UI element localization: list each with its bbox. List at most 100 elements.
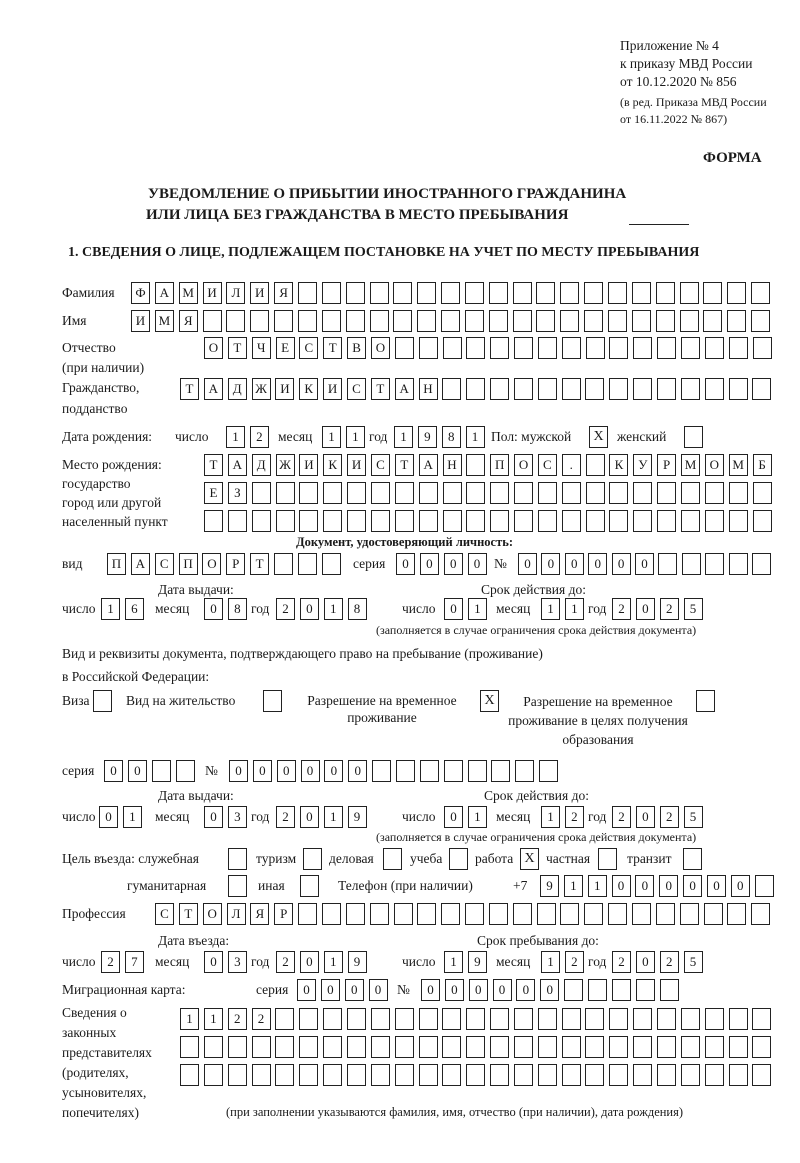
char-cell[interactable]: [561, 378, 581, 400]
char-cell[interactable]: [464, 310, 484, 332]
char-cell[interactable]: [728, 553, 748, 575]
char-cell[interactable]: М: [681, 454, 700, 476]
char-cell[interactable]: [370, 482, 390, 504]
char-cell[interactable]: Е: [275, 337, 295, 359]
char-cell[interactable]: [393, 282, 413, 304]
char-cell[interactable]: [704, 510, 724, 532]
char-cell[interactable]: Р: [226, 553, 246, 575]
char-cell[interactable]: 0: [444, 806, 463, 828]
purpose-work-checkbox[interactable]: X: [520, 848, 539, 870]
char-cell[interactable]: 1: [444, 951, 463, 973]
char-cell[interactable]: Ж: [275, 454, 295, 476]
char-cell[interactable]: [633, 510, 653, 532]
char-cell[interactable]: [752, 1008, 772, 1030]
char-cell[interactable]: [635, 979, 655, 1001]
char-cell[interactable]: Р: [657, 454, 677, 476]
char-cell[interactable]: [488, 282, 508, 304]
char-cell[interactable]: 0: [518, 553, 537, 575]
char-cell[interactable]: О: [370, 337, 390, 359]
char-cell[interactable]: [227, 1036, 247, 1058]
char-cell[interactable]: 0: [492, 979, 512, 1001]
char-cell[interactable]: [680, 378, 700, 400]
char-cell[interactable]: [537, 1008, 557, 1030]
char-cell[interactable]: [175, 760, 195, 782]
char-cell[interactable]: [513, 1036, 533, 1058]
char-cell[interactable]: [442, 510, 462, 532]
char-cell[interactable]: [297, 310, 317, 332]
char-cell[interactable]: [275, 1064, 295, 1086]
char-cell[interactable]: [681, 482, 700, 504]
char-cell[interactable]: [299, 1064, 319, 1086]
char-cell[interactable]: [728, 1064, 748, 1086]
char-cell[interactable]: [561, 1008, 581, 1030]
char-cell[interactable]: [370, 1008, 390, 1030]
char-cell[interactable]: [728, 1008, 748, 1030]
char-cell[interactable]: 0: [252, 760, 272, 782]
char-cell[interactable]: [274, 310, 294, 332]
char-cell[interactable]: [394, 1008, 414, 1030]
char-cell[interactable]: [704, 337, 724, 359]
char-cell[interactable]: Я: [250, 903, 270, 925]
char-cell[interactable]: [584, 282, 604, 304]
char-cell[interactable]: 0: [564, 553, 584, 575]
char-cell[interactable]: К: [323, 454, 343, 476]
char-cell[interactable]: [536, 903, 556, 925]
char-cell[interactable]: 1: [122, 806, 142, 828]
char-cell[interactable]: [250, 310, 270, 332]
char-cell[interactable]: [704, 482, 724, 504]
char-cell[interactable]: [609, 510, 629, 532]
char-cell[interactable]: [585, 1008, 605, 1030]
char-cell[interactable]: [633, 1008, 653, 1030]
char-cell[interactable]: [727, 282, 747, 304]
char-cell[interactable]: 0: [368, 979, 388, 1001]
char-cell[interactable]: 0: [659, 875, 679, 897]
char-cell[interactable]: [297, 553, 317, 575]
char-cell[interactable]: О: [202, 903, 222, 925]
char-cell[interactable]: [587, 979, 607, 1001]
char-cell[interactable]: [151, 760, 171, 782]
char-cell[interactable]: [657, 378, 676, 400]
char-cell[interactable]: [441, 282, 461, 304]
char-cell[interactable]: [679, 903, 699, 925]
char-cell[interactable]: [728, 337, 748, 359]
char-cell[interactable]: [704, 1036, 724, 1058]
place-underline[interactable]: [629, 224, 689, 225]
char-cell[interactable]: [727, 903, 747, 925]
char-cell[interactable]: [608, 282, 627, 304]
char-cell[interactable]: К: [299, 378, 319, 400]
char-cell[interactable]: [372, 760, 392, 782]
char-cell[interactable]: [560, 903, 580, 925]
char-cell[interactable]: [751, 282, 771, 304]
purpose-private-checkbox[interactable]: [598, 848, 617, 870]
char-cell[interactable]: Е: [204, 482, 223, 504]
char-cell[interactable]: 1: [323, 806, 343, 828]
char-cell[interactable]: 0: [348, 760, 368, 782]
char-cell[interactable]: [442, 337, 462, 359]
char-cell[interactable]: [728, 482, 748, 504]
char-cell[interactable]: 0: [421, 979, 440, 1001]
char-cell[interactable]: [585, 510, 605, 532]
char-cell[interactable]: М: [728, 454, 748, 476]
char-cell[interactable]: [275, 1008, 295, 1030]
char-cell[interactable]: Т: [227, 337, 247, 359]
char-cell[interactable]: [513, 378, 533, 400]
char-cell[interactable]: [512, 282, 532, 304]
char-cell[interactable]: А: [418, 454, 438, 476]
char-cell[interactable]: [703, 282, 723, 304]
char-cell[interactable]: [204, 510, 223, 532]
char-cell[interactable]: 0: [467, 553, 487, 575]
char-cell[interactable]: [681, 337, 700, 359]
char-cell[interactable]: М: [178, 282, 198, 304]
char-cell[interactable]: [585, 1036, 605, 1058]
char-cell[interactable]: [251, 510, 271, 532]
char-cell[interactable]: 0: [204, 806, 223, 828]
char-cell[interactable]: Т: [323, 337, 343, 359]
char-cell[interactable]: [417, 282, 437, 304]
char-cell[interactable]: [539, 760, 559, 782]
char-cell[interactable]: [203, 1036, 223, 1058]
char-cell[interactable]: [466, 1036, 486, 1058]
char-cell[interactable]: [442, 482, 462, 504]
char-cell[interactable]: Д: [227, 378, 247, 400]
char-cell[interactable]: 2: [249, 426, 269, 448]
char-cell[interactable]: [680, 1008, 700, 1030]
